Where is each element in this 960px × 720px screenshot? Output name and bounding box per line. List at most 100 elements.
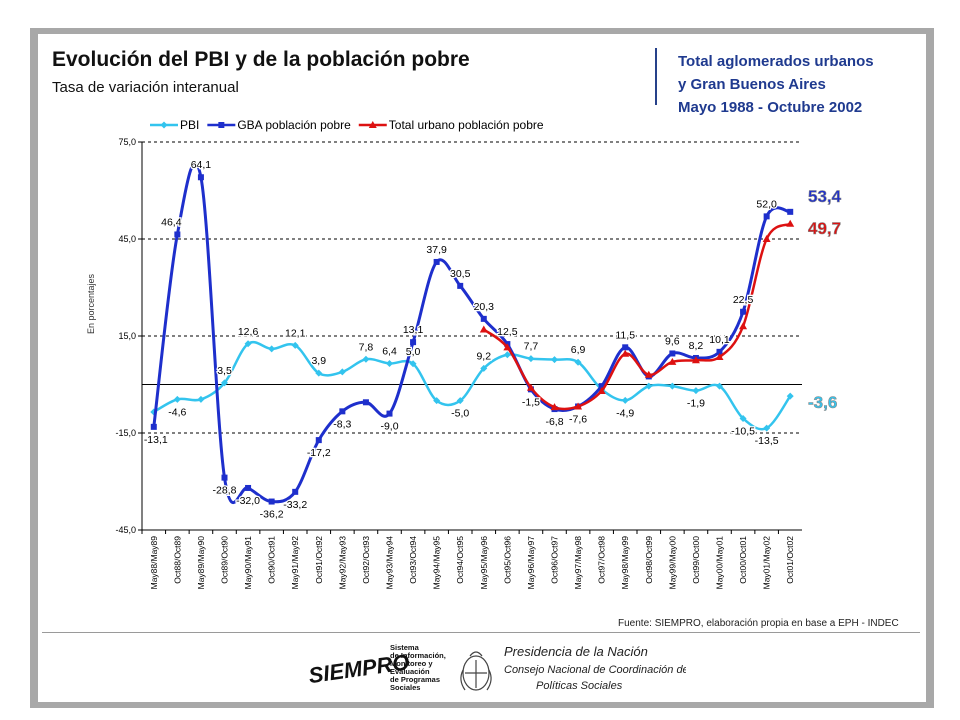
x-tick-label: May97/May98 bbox=[573, 536, 583, 590]
x-tick-label: Oct95/Oct96 bbox=[502, 536, 512, 584]
header-divider bbox=[655, 48, 657, 105]
data-point bbox=[386, 359, 393, 367]
data-point bbox=[173, 395, 181, 403]
data-point bbox=[526, 383, 535, 391]
x-tick-label: Oct97/Oct98 bbox=[597, 536, 607, 584]
data-point bbox=[480, 364, 488, 372]
data-point bbox=[221, 379, 228, 387]
footer-divider bbox=[42, 632, 920, 633]
data-point bbox=[550, 403, 559, 411]
series-line bbox=[153, 340, 792, 431]
context-line: Mayo 1988 - Octubre 2002 bbox=[678, 99, 863, 116]
x-tick-label: Oct88/Oct89 bbox=[172, 536, 182, 584]
siempro-desc-line: de Información, bbox=[390, 651, 446, 660]
x-tick-label: Oct91/Oct92 bbox=[314, 536, 324, 584]
x-tick-label: May99/May00 bbox=[667, 536, 677, 590]
data-label: -36,2 bbox=[260, 509, 284, 521]
data-point bbox=[622, 344, 629, 351]
legend-marker bbox=[368, 121, 377, 128]
data-point bbox=[480, 315, 487, 322]
data-point bbox=[174, 231, 181, 238]
x-tick-label: Oct00/Oct01 bbox=[738, 536, 748, 584]
legend-label: PBI bbox=[180, 118, 199, 132]
data-point bbox=[362, 355, 370, 363]
data-label: 7,8 bbox=[359, 341, 374, 353]
data-label: 64,1 bbox=[191, 159, 212, 171]
data-label: 13,1 bbox=[403, 324, 424, 336]
data-label: 52,0 bbox=[756, 198, 777, 210]
data-point bbox=[503, 351, 511, 359]
data-label: 3,9 bbox=[311, 355, 326, 367]
end-value-label: -3,6 bbox=[808, 393, 837, 412]
data-point bbox=[362, 399, 369, 406]
end-value-label: 53,4 bbox=[808, 187, 842, 206]
data-point bbox=[315, 437, 322, 444]
data-label: -5,0 bbox=[451, 408, 469, 420]
data-label: 37,9 bbox=[426, 244, 447, 256]
source-note: Fuente: SIEMPRO, elaboración propia en b… bbox=[618, 618, 899, 629]
data-point bbox=[691, 356, 700, 364]
data-label: -33,2 bbox=[283, 499, 307, 511]
x-tick-label: May92/May93 bbox=[337, 536, 347, 590]
context-line: y Gran Buenos Aires bbox=[678, 76, 826, 93]
data-label: 5,0 bbox=[406, 346, 421, 358]
data-point bbox=[409, 360, 417, 368]
data-point bbox=[621, 349, 630, 357]
data-label: -4,9 bbox=[616, 407, 634, 419]
data-point bbox=[574, 402, 583, 410]
presidencia-line: Presidencia de la Nación bbox=[504, 644, 648, 659]
data-point bbox=[315, 369, 323, 377]
data-label: 6,4 bbox=[382, 345, 397, 357]
data-label: -13,1 bbox=[144, 434, 168, 446]
x-tick-label: May88/May89 bbox=[149, 536, 159, 590]
data-label: -9,0 bbox=[380, 421, 398, 433]
chart-title: Evolución del PBI y de la población pobr… bbox=[52, 48, 470, 71]
x-tick-label: Oct01/Oct02 bbox=[785, 536, 795, 584]
data-label: 12,6 bbox=[238, 326, 259, 338]
data-label: 20,3 bbox=[474, 301, 495, 313]
data-label: -32,0 bbox=[236, 495, 260, 507]
x-tick-label: May95/May96 bbox=[479, 536, 489, 590]
data-point bbox=[433, 397, 441, 405]
data-point bbox=[598, 383, 605, 390]
data-point bbox=[433, 258, 440, 265]
data-label: -6,8 bbox=[545, 416, 563, 428]
x-tick-label: May01/May02 bbox=[762, 536, 772, 590]
data-label: -28,8 bbox=[213, 485, 237, 497]
data-point bbox=[597, 386, 606, 394]
legend-label: Total urbano población pobre bbox=[389, 118, 544, 132]
data-label: -8,3 bbox=[333, 418, 351, 430]
data-label: 9,2 bbox=[476, 350, 491, 362]
data-point bbox=[669, 350, 676, 357]
data-label: 6,9 bbox=[571, 344, 586, 356]
data-label: 12,5 bbox=[497, 326, 518, 338]
data-point bbox=[339, 408, 346, 415]
data-point bbox=[716, 382, 723, 390]
data-label: 12,1 bbox=[285, 327, 306, 339]
data-point bbox=[786, 392, 794, 400]
data-point bbox=[410, 339, 417, 346]
data-point bbox=[739, 322, 748, 330]
x-tick-label: Oct93/Oct94 bbox=[408, 536, 418, 584]
data-point bbox=[668, 357, 677, 365]
data-point bbox=[621, 396, 629, 404]
data-point bbox=[197, 174, 204, 181]
x-tick-label: Oct90/Oct91 bbox=[267, 536, 277, 584]
data-point bbox=[244, 340, 252, 348]
x-tick-label: May98/May99 bbox=[620, 536, 630, 590]
siempro-desc-line: Sociales bbox=[390, 683, 420, 692]
data-point bbox=[268, 498, 275, 505]
data-point bbox=[645, 382, 653, 390]
data-label: -1,5 bbox=[522, 396, 540, 408]
data-label: -17,2 bbox=[307, 447, 331, 459]
data-point bbox=[338, 368, 346, 376]
data-point bbox=[386, 410, 393, 417]
data-label: -1,9 bbox=[687, 398, 705, 410]
data-point bbox=[221, 474, 228, 481]
y-tick-label: -15,0 bbox=[115, 428, 136, 438]
data-point bbox=[574, 358, 582, 366]
data-point bbox=[457, 282, 464, 289]
data-point bbox=[786, 219, 795, 227]
x-tick-label: May90/May91 bbox=[243, 536, 253, 590]
data-label: 8,2 bbox=[689, 340, 704, 352]
